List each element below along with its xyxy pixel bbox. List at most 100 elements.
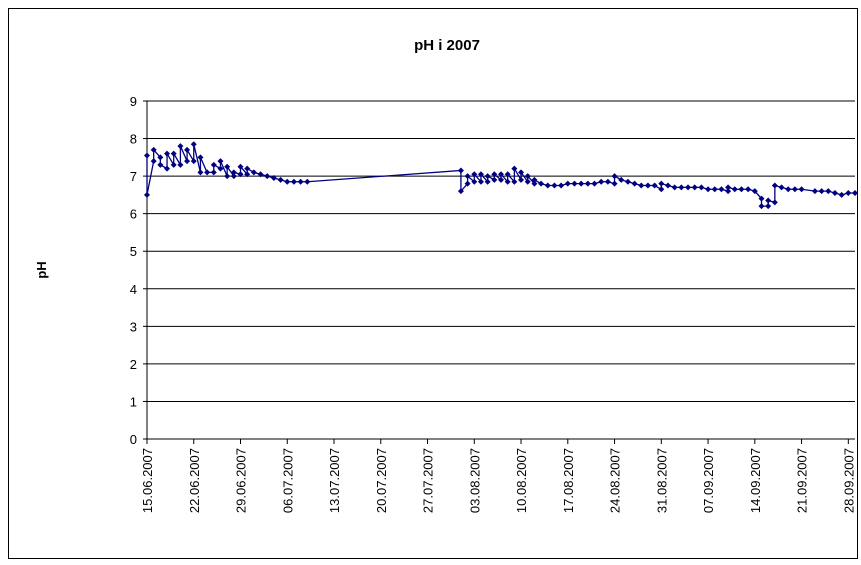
data-point: [484, 178, 491, 185]
data-point: [177, 143, 184, 150]
y-tick-label: 0: [130, 432, 137, 447]
x-tick-label: 27.07.2007: [421, 448, 436, 513]
data-point: [224, 163, 231, 170]
data-point: [511, 178, 518, 185]
data-point: [618, 176, 625, 183]
data-point: [498, 171, 504, 178]
data-point: [664, 182, 671, 189]
data-point: [758, 195, 765, 202]
data-point: [224, 173, 231, 180]
data-point: [711, 186, 718, 193]
data-point: [765, 197, 772, 204]
data-point: [150, 158, 157, 165]
data-point: [658, 180, 665, 187]
x-tick-label: 14.09.2007: [748, 448, 763, 513]
data-point: [705, 186, 712, 193]
data-point: [284, 178, 291, 185]
y-tick-label: 1: [130, 394, 137, 409]
x-tick-label: 24.08.2007: [608, 448, 623, 513]
data-point: [217, 165, 224, 172]
data-point: [838, 191, 845, 198]
data-point: [658, 186, 665, 193]
data-point: [771, 182, 778, 189]
data-point: [304, 178, 311, 185]
data-point: [778, 184, 785, 191]
data-point: [578, 180, 585, 187]
data-point: [504, 178, 511, 185]
data-point: [457, 167, 464, 174]
data-point: [244, 171, 251, 178]
data-point: [277, 176, 284, 183]
data-point: [471, 171, 478, 178]
y-tick-label: 3: [130, 319, 137, 334]
chart-title: pH i 2007: [414, 37, 480, 54]
data-point: [731, 186, 738, 193]
data-point: [518, 176, 525, 183]
data-point: [571, 180, 578, 187]
data-point: [531, 176, 538, 183]
data-point: [564, 180, 571, 187]
y-tick-label: 4: [130, 282, 137, 297]
data-point: [584, 180, 591, 187]
x-tick-label: 31.08.2007: [654, 448, 669, 513]
data-point: [765, 203, 772, 210]
y-tick-label: 2: [130, 357, 137, 372]
data-point: [798, 186, 805, 193]
data-point: [698, 184, 705, 191]
chart-border: [8, 8, 858, 559]
data-point: [457, 188, 464, 195]
data-point: [678, 184, 685, 191]
data-point: [464, 180, 471, 187]
data-point: [852, 190, 858, 197]
data-point: [144, 191, 150, 198]
data-point: [825, 188, 832, 195]
data-point: [831, 190, 838, 197]
x-tick-label: 17.08.2007: [561, 448, 576, 513]
data-point: [170, 150, 177, 157]
data-point: [210, 169, 217, 176]
data-point: [524, 173, 531, 180]
data-point: [718, 186, 725, 193]
data-point: [204, 169, 211, 176]
x-tick-label: 28.09.2007: [841, 448, 856, 513]
data-point: [217, 158, 224, 165]
data-point: [491, 176, 498, 183]
data-point: [164, 150, 171, 157]
y-tick-label: 5: [130, 244, 137, 259]
data-point: [818, 188, 825, 195]
data-point: [170, 161, 177, 168]
data-point: [785, 186, 792, 193]
data-point: [297, 178, 304, 185]
data-point: [210, 161, 217, 168]
data-point: [190, 141, 197, 148]
data-point: [144, 152, 150, 159]
data-point: [464, 173, 471, 180]
data-point: [511, 165, 518, 172]
data-point: [725, 188, 732, 195]
data-point: [237, 163, 244, 170]
data-point: [631, 180, 638, 187]
data-point: [691, 184, 698, 191]
data-point: [531, 180, 538, 187]
data-point: [184, 158, 191, 165]
data-point: [190, 158, 197, 165]
x-tick-label: 20.07.2007: [374, 448, 389, 513]
data-point: [230, 173, 237, 180]
data-point: [671, 184, 678, 191]
data-point: [845, 190, 852, 197]
data-point: [791, 186, 798, 193]
data-point: [771, 199, 778, 206]
data-point: [290, 178, 297, 185]
data-point: [244, 165, 251, 172]
data-point: [598, 178, 605, 185]
data-point: [250, 169, 257, 176]
y-tick-label: 7: [130, 169, 137, 184]
x-tick-label: 15.06.2007: [140, 448, 155, 513]
data-point: [157, 161, 164, 168]
data-point: [811, 188, 818, 195]
data-point: [264, 173, 271, 180]
x-tick-label: 06.07.2007: [280, 448, 295, 513]
data-point: [197, 169, 204, 176]
data-point: [611, 180, 618, 187]
